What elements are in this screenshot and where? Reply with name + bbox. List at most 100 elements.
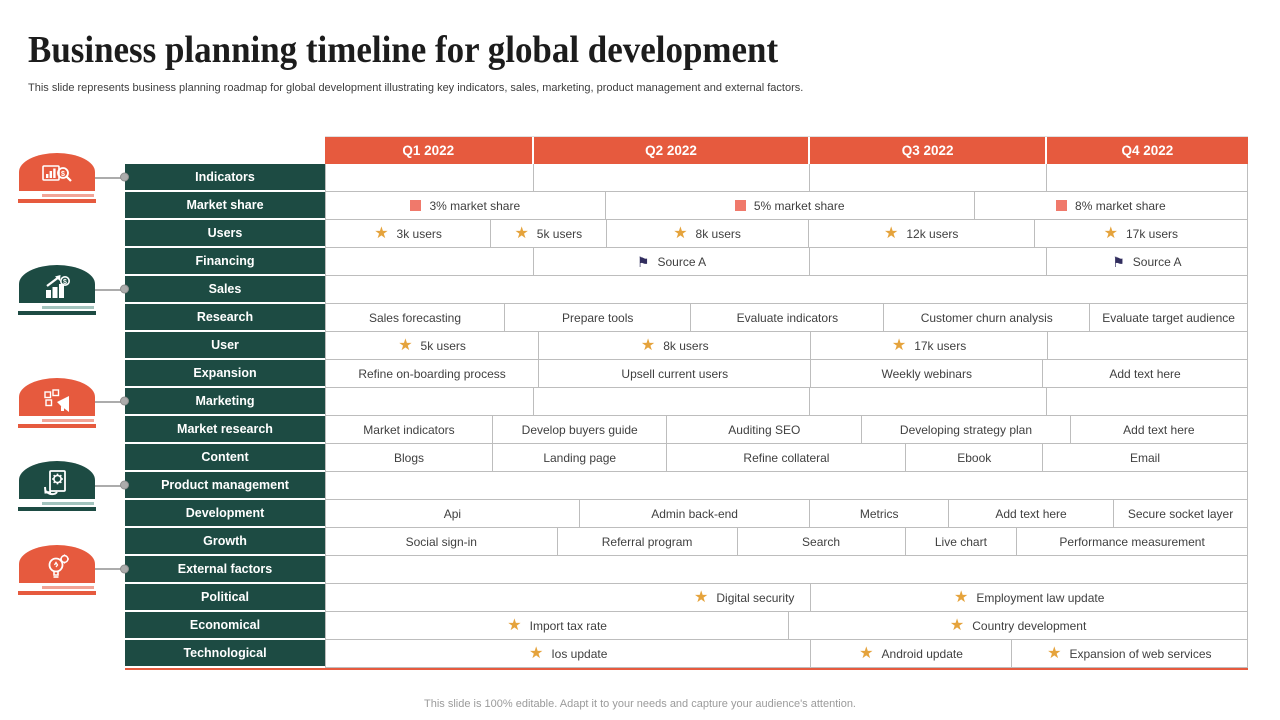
icon-stripe [18, 424, 96, 428]
timeline-cell: Market indicators [325, 416, 493, 444]
quarter-header-row: Q1 2022 Q2 2022 Q3 2022 Q4 2022 [325, 136, 1248, 164]
timeline-cell: Developing strategy plan [862, 416, 1071, 444]
row-cells [325, 556, 1248, 584]
connector-line [95, 568, 127, 570]
cell-text: 8k users [663, 338, 709, 353]
row-label-text: Research [196, 310, 254, 324]
row-label-text: Sales [208, 282, 242, 296]
row-cells: ★ Ios update ★ Android update ★ Expansion of … [325, 640, 1248, 668]
icon-stripe [42, 194, 94, 197]
slide-subtitle: This slide represents business planning … [28, 82, 804, 94]
star-marker-icon: ★ [891, 336, 907, 354]
star-marker-icon: ★ [1047, 644, 1062, 662]
timeline-row: Sales [120, 276, 1248, 304]
timeline-cell: Sales forecasting [325, 304, 505, 332]
icon-stripe [18, 311, 96, 315]
cell-text: Developing strategy plan [899, 422, 1033, 437]
connector-dot [120, 172, 129, 182]
cell-text: Digital security [716, 590, 795, 605]
timeline-cell [1046, 388, 1248, 416]
timeline-cell: ★ 8k users [539, 332, 812, 360]
cell-text: 17k users [914, 338, 967, 353]
timeline-cell: ⚑ Source A [1046, 248, 1248, 276]
row-label-text: Market share [186, 198, 264, 212]
icon-stripe [18, 507, 96, 511]
cell-text: Referral program [601, 534, 693, 549]
cell-text: Android update [881, 646, 963, 661]
cell-text: 17k users [1126, 226, 1179, 241]
cell-text: Prepare tools [562, 310, 634, 325]
row-label-growth: Growth [125, 528, 325, 556]
timeline-cell: Develop buyers guide [492, 416, 668, 444]
row-label-financing: Financing [125, 248, 325, 276]
cell-text: Add text here [1123, 422, 1195, 437]
cell-text: Sales forecasting [368, 310, 462, 325]
timeline-cell: ★ Digital security [325, 584, 812, 612]
icon-stripe [42, 502, 94, 505]
row-label-users: Users [125, 220, 325, 248]
timeline-cell: ★ Android update [811, 640, 1012, 668]
row-label-text: Financing [195, 254, 255, 268]
row-label-text: Content [201, 450, 249, 464]
row-cells: ⚑ Source A ⚑ Source A [325, 248, 1248, 276]
timeline-row: Technological ★ Ios update ★ Android update ★… [125, 640, 1248, 668]
timeline-row: Content Blogs Landing page Refine collatera… [125, 444, 1248, 472]
icon-dome: $ [19, 153, 95, 191]
cell-text: Expansion of web services [1069, 646, 1212, 661]
timeline-cell [325, 556, 1248, 584]
timeline-cell: 3% market share [325, 192, 606, 220]
row-label-product-management: Product management [120, 472, 325, 500]
row-cells: ★ 3k users ★ 5k users ★ 8k users ★ 12k users ★ 17… [325, 220, 1248, 248]
timeline-cell [533, 164, 811, 192]
timeline-cell: Add text here [1043, 360, 1248, 388]
timeline-row: Marketing [120, 388, 1248, 416]
row-cells: ★ Import tax rate ★ Country development [325, 612, 1248, 640]
cell-text: Live chart [934, 534, 987, 549]
cell-text: Source A [1132, 254, 1182, 269]
cell-text: Country development [972, 618, 1087, 633]
row-label-research: Research [125, 304, 325, 332]
timeline-cell: Landing page [492, 444, 668, 472]
idea-bulb-icon [18, 545, 96, 595]
timeline-cell: Referral program [557, 528, 738, 556]
row-cells: Api Admin back-end Metrics Add text here Sec… [325, 500, 1248, 528]
timeline-cell [1047, 332, 1248, 360]
row-label-text: Economical [189, 618, 261, 632]
square-marker-icon [1056, 200, 1068, 211]
timeline-cell [1046, 164, 1248, 192]
timeline-row: Economical ★ Import tax rate ★ Country devel… [125, 612, 1248, 640]
timeline-cell: Evaluate target audience [1090, 304, 1248, 332]
product-gear-icon [18, 461, 96, 511]
connector-line [95, 177, 127, 179]
timeline-row: Research Sales forecasting Prepare tools Ev… [125, 304, 1248, 332]
row-cells: ★ Digital security ★ Employment law update [325, 584, 1248, 612]
star-marker-icon: ★ [507, 616, 522, 634]
flag-marker-icon: ⚑ [636, 253, 650, 270]
row-label-content: Content [125, 444, 325, 472]
star-marker-icon: ★ [1103, 224, 1118, 242]
timeline-cell: ★ 17k users [1034, 220, 1248, 248]
row-label-expansion: Expansion [125, 360, 325, 388]
star-marker-icon: ★ [398, 336, 413, 354]
timeline-cell [810, 164, 1047, 192]
timeline-cell: ★ 17k users [811, 332, 1048, 360]
row-label-text: Development [185, 506, 265, 520]
star-marker-icon: ★ [529, 644, 544, 662]
connector-dot [120, 564, 129, 574]
svg-text:$: $ [63, 279, 67, 286]
timeline-cell: Add text here [948, 500, 1115, 528]
star-marker-icon: ★ [514, 224, 529, 242]
cell-text: Customer churn analysis [920, 310, 1053, 325]
timeline-cell [325, 472, 1248, 500]
timeline-row: Market share 3% market share 5% market sha… [125, 192, 1248, 220]
icon-dome [19, 545, 95, 583]
timeline-cell: Refine on-boarding process [325, 360, 540, 388]
icon-dome [19, 378, 95, 416]
row-label-sales: Sales [120, 276, 325, 304]
cell-text: 3% market share [429, 198, 521, 213]
timeline-cell: Performance measurement [1017, 528, 1248, 556]
megaphone-marketing-icon [18, 378, 96, 428]
row-label-text: User [211, 338, 239, 352]
cell-text: Landing page [543, 450, 617, 465]
cell-text: Add text here [1109, 366, 1181, 381]
